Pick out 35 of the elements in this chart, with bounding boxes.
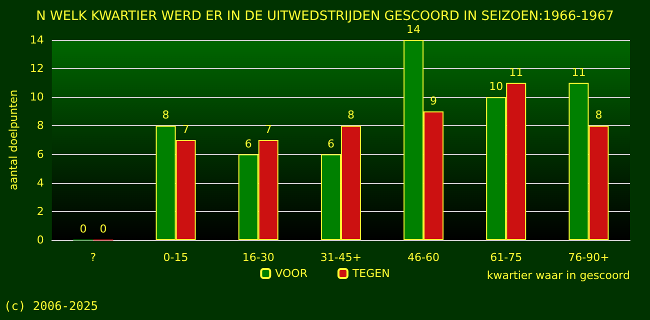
- data-label: 7: [264, 123, 272, 136]
- data-label: 7: [182, 123, 190, 136]
- text: (c) 2006-2025: [4, 299, 98, 313]
- x-tick-label: 16-30: [242, 251, 274, 264]
- y-tick-label: 8: [36, 119, 44, 132]
- data-label: 9: [430, 94, 438, 108]
- data-label: 11: [509, 66, 524, 79]
- x-tick-label: 76-90+: [568, 251, 610, 264]
- data-label: 14: [406, 23, 421, 36]
- legend-label: TEGEN: [351, 267, 390, 280]
- legend-label: VOOR: [275, 267, 308, 280]
- y-tick-label: 4: [36, 176, 44, 190]
- y-tick-label: 12: [30, 62, 44, 76]
- data-label: 0: [80, 222, 87, 236]
- y-tick-label: 2: [36, 204, 44, 218]
- data-label: 11: [572, 66, 586, 79]
- y-tick-label: 0: [36, 234, 44, 246]
- data-label: 10: [489, 80, 504, 94]
- x-tick-label: ?: [90, 251, 96, 264]
- chart-title: N WELK KWARTIER WERD ER IN DE UITWEDSTRIJDEN GESCOORD IN SEIZOEN:1966-1967: [36, 9, 614, 24]
- y-axis-title: aantal doelpunten: [7, 90, 20, 190]
- data-label: 8: [347, 108, 354, 122]
- x-tick-label: 31-45+: [320, 251, 362, 264]
- x-axis-title: kwartier waar in gescoord: [486, 269, 630, 282]
- x-tick-label: 61-75: [490, 251, 522, 264]
- data-label: 6: [244, 137, 252, 150]
- data-label: 6: [327, 137, 334, 150]
- data-label: 8: [595, 108, 602, 122]
- data-label: 0: [100, 222, 107, 236]
- y-tick-label: 10: [30, 90, 44, 104]
- x-tick-label: 46-60: [408, 251, 440, 264]
- y-tick-label: 14: [30, 34, 44, 46]
- data-label: 8: [162, 108, 170, 122]
- y-tick-label: 6: [36, 148, 44, 161]
- x-tick-label: 0-15: [163, 251, 188, 264]
